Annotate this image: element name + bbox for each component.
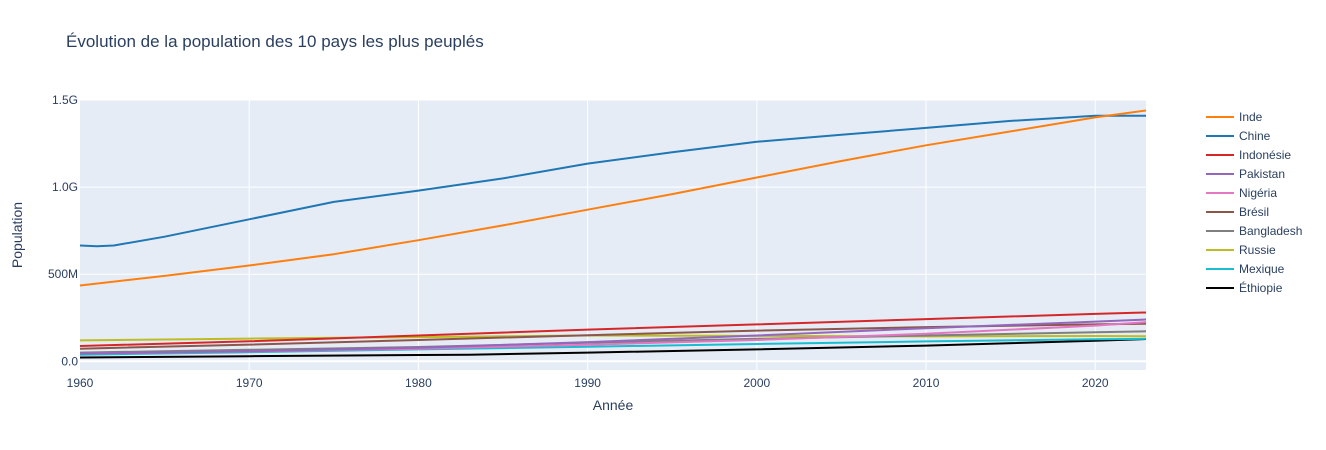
- legend-label-indonesie: Indonésie: [1239, 148, 1291, 162]
- x-tick-label: 2000: [743, 376, 770, 390]
- x-axis-title: Année: [593, 397, 634, 413]
- x-tick-label: 1980: [405, 376, 432, 390]
- legend-label-bangladesh: Bangladesh: [1239, 224, 1302, 238]
- series-line-pakistan: [80, 318, 1146, 355]
- series-line-chine: [80, 114, 1146, 248]
- series-line-inde: [80, 109, 1146, 287]
- legend-label-chine: Chine: [1239, 129, 1271, 143]
- plot-area: [80, 100, 1146, 370]
- chart-title: Évolution de la population des 10 pays l…: [66, 32, 484, 51]
- series-line-indonesie: [80, 311, 1146, 347]
- x-tick-label: 1960: [67, 376, 94, 390]
- legend-label-inde: Inde: [1239, 110, 1263, 124]
- legend-label-ethiopie: Éthiopie: [1239, 280, 1283, 295]
- legend-label-mexique: Mexique: [1239, 262, 1285, 276]
- legend-label-bresil: Brésil: [1239, 205, 1269, 219]
- x-tick-label: 2010: [913, 376, 940, 390]
- y-tick-label: 1.0G: [52, 180, 78, 194]
- y-tick-label: 500M: [48, 267, 78, 281]
- y-tick-label: 1.5G: [52, 93, 78, 107]
- y-tick-label: 0.0: [61, 354, 78, 368]
- x-tick-label: 1970: [236, 376, 263, 390]
- x-tick-label: 1990: [574, 376, 601, 390]
- legend-label-nigeria: Nigéria: [1239, 186, 1277, 200]
- legend-label-pakistan: Pakistan: [1239, 167, 1285, 181]
- series-line-ethiopie: [80, 338, 1146, 359]
- legend-label-russie: Russie: [1239, 243, 1276, 257]
- series-line-bresil: [80, 322, 1146, 350]
- x-tick-label: 2020: [1082, 376, 1109, 390]
- series-line-russie: [80, 334, 1146, 342]
- series-line-bangladesh: [80, 330, 1146, 354]
- series-group: [80, 109, 1146, 359]
- y-axis-title: Population: [9, 202, 25, 268]
